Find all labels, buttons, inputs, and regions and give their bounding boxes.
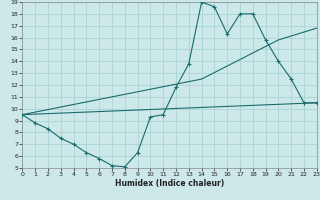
- X-axis label: Humidex (Indice chaleur): Humidex (Indice chaleur): [115, 179, 224, 188]
